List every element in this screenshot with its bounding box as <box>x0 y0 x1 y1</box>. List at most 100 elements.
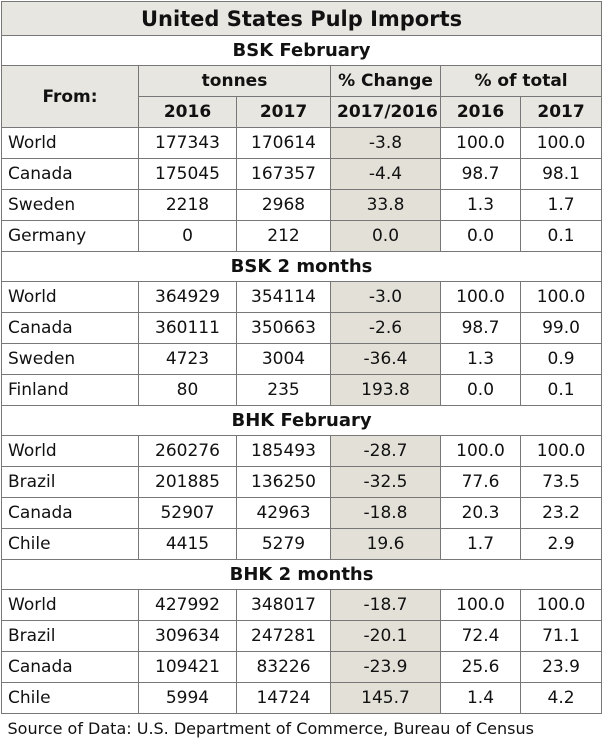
value-cell: -18.8 <box>330 497 441 529</box>
header-cell: tonnes <box>138 65 331 97</box>
table-row: World 260276 185493 -28.7 100.0 100.0 <box>1 435 602 467</box>
value-cell: 354114 <box>236 281 331 313</box>
value-cell: 4723 <box>138 343 237 375</box>
value-cell: 25.6 <box>440 651 521 683</box>
value-cell: -3.0 <box>330 281 441 313</box>
value-cell: 5994 <box>138 682 237 714</box>
value-cell: 1.7 <box>440 528 521 560</box>
country-cell: Chile <box>1 682 139 714</box>
table-row: BHK 2 months <box>0 559 602 590</box>
value-cell: 427992 <box>138 589 237 621</box>
value-cell: 212 <box>236 220 331 252</box>
value-cell: 185493 <box>236 435 331 467</box>
value-cell: 100.0 <box>519 435 602 467</box>
country-cell: World <box>1 435 139 467</box>
value-cell: 109421 <box>138 651 237 683</box>
table-row: 2016 2017 2017/2016 2016 2017 <box>2 96 602 128</box>
value-cell: 235 <box>236 374 331 406</box>
value-cell: 1.3 <box>440 189 521 221</box>
value-cell: 360111 <box>138 312 237 344</box>
header-cell: 2017 <box>236 96 331 128</box>
value-cell: 100.0 <box>440 281 521 313</box>
value-cell: -32.5 <box>330 466 441 498</box>
table-row: From: tonnes% Change% of total <box>1 65 602 128</box>
table-row: Canada 360111 350663 -2.6 98.7 99.0 <box>1 312 602 344</box>
value-cell: 175045 <box>138 158 237 190</box>
value-cell: 2218 <box>138 189 237 221</box>
value-cell: 83226 <box>236 651 331 683</box>
header-cell: % Change <box>330 65 441 97</box>
table-row: Germany 0 212 0.0 0.0 0.1 <box>1 220 602 252</box>
value-cell: 23.9 <box>519 651 602 683</box>
value-cell: -18.7 <box>330 589 441 621</box>
value-cell: 72.4 <box>440 620 521 652</box>
table-row: World 177343 170614 -3.8 100.0 100.0 <box>1 127 602 159</box>
header-cell: 2016 <box>138 96 237 128</box>
value-cell: 350663 <box>236 312 331 344</box>
table-row: Chile 4415 5279 19.6 1.7 2.9 <box>1 528 602 560</box>
value-cell: 364929 <box>138 281 237 313</box>
value-cell: 348017 <box>236 589 331 621</box>
table-row: Source of Data: U.S. Department of Comme… <box>2 714 602 744</box>
value-cell: 247281 <box>236 620 331 652</box>
value-cell: 33.8 <box>330 189 441 221</box>
value-cell: 1.4 <box>440 682 521 714</box>
header-cell: 2017 <box>519 96 602 128</box>
value-cell: 77.6 <box>440 466 521 498</box>
country-cell: Canada <box>1 651 139 683</box>
value-cell: 193.8 <box>330 374 441 406</box>
value-cell: -20.1 <box>330 620 441 652</box>
country-cell: Canada <box>1 497 139 529</box>
section-title: BHK February <box>0 405 602 436</box>
value-cell: 0.0 <box>440 220 521 252</box>
value-cell: 98.1 <box>519 158 602 190</box>
value-cell: 42963 <box>236 497 331 529</box>
value-cell: 2.9 <box>519 528 602 560</box>
country-cell: World <box>1 127 139 159</box>
country-cell: Sweden <box>1 343 139 375</box>
value-cell: 136250 <box>236 466 331 498</box>
value-cell: 1.7 <box>519 189 602 221</box>
value-cell: 99.0 <box>519 312 602 344</box>
value-cell: 4.2 <box>519 682 602 714</box>
table-row: Chile 5994 14724 145.7 1.4 4.2 <box>1 682 602 714</box>
value-cell: -3.8 <box>330 127 441 159</box>
country-cell: Germany <box>1 220 139 252</box>
value-cell: 100.0 <box>519 281 602 313</box>
value-cell: 0.1 <box>519 220 602 252</box>
value-cell: 177343 <box>138 127 237 159</box>
value-cell: 0.0 <box>440 374 521 406</box>
value-cell: 145.7 <box>330 682 441 714</box>
table-row: BHK February <box>0 405 602 436</box>
value-cell: -2.6 <box>330 312 441 344</box>
value-cell: 201885 <box>138 466 237 498</box>
value-cell: 71.1 <box>519 620 602 652</box>
value-cell: 0.1 <box>519 374 602 406</box>
value-cell: 100.0 <box>440 127 521 159</box>
value-cell: 5279 <box>236 528 331 560</box>
table-row: Canada 52907 42963 -18.8 20.3 23.2 <box>1 497 602 529</box>
table-row: Finland 80 235 193.8 0.0 0.1 <box>1 374 602 406</box>
value-cell: 73.5 <box>519 466 602 498</box>
value-cell: 20.3 <box>440 497 521 529</box>
table-row: Canada 175045 167357 -4.4 98.7 98.1 <box>1 158 602 190</box>
section-title: BSK 2 months <box>0 251 602 282</box>
value-cell: 167357 <box>236 158 331 190</box>
table-row: United States Pulp Imports <box>0 1 602 36</box>
country-cell: Canada <box>1 312 139 344</box>
value-cell: 100.0 <box>519 589 602 621</box>
table-row: World 427992 348017 -18.7 100.0 100.0 <box>1 589 602 621</box>
value-cell: 260276 <box>138 435 237 467</box>
value-cell: 98.7 <box>440 158 521 190</box>
country-cell: Chile <box>1 528 139 560</box>
value-cell: 2968 <box>236 189 331 221</box>
value-cell: 4415 <box>138 528 237 560</box>
value-cell: 100.0 <box>440 589 521 621</box>
country-cell: Sweden <box>1 189 139 221</box>
table-row: World 364929 354114 -3.0 100.0 100.0 <box>1 281 602 313</box>
value-cell: 3004 <box>236 343 331 375</box>
header-cell: From: <box>1 65 139 128</box>
table-row: Brazil 201885 136250 -32.5 77.6 73.5 <box>1 466 602 498</box>
value-cell: 1.3 <box>440 343 521 375</box>
value-cell: 23.2 <box>519 497 602 529</box>
